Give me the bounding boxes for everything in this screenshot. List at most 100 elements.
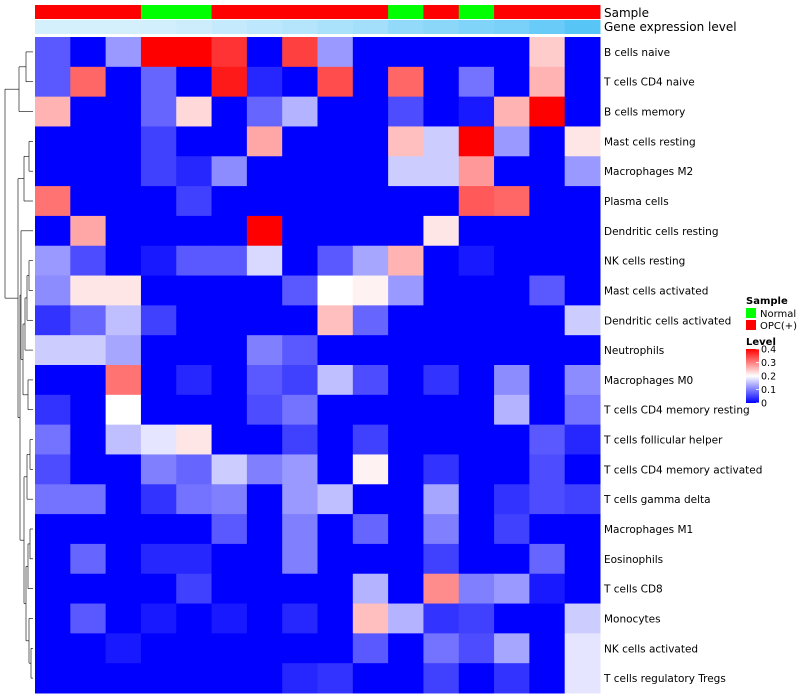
heatmap-cell (388, 633, 424, 664)
heatmap-cell (282, 424, 318, 455)
heatmap-cell (529, 365, 566, 396)
sample-annotation-cell (317, 5, 354, 19)
heatmap-cell (494, 394, 530, 426)
heatmap-cell (140, 96, 177, 127)
heatmap-cell (564, 96, 601, 127)
heatmap-cell (35, 543, 71, 575)
heatmap-cell (458, 215, 495, 247)
heatmap-cell (140, 484, 177, 515)
heatmap-cell (70, 66, 107, 98)
heatmap-cell (282, 603, 318, 634)
row-label: Mast cells resting (604, 136, 696, 148)
heatmap-cell (352, 245, 389, 277)
heatmap-cell (211, 96, 248, 127)
heatmap-cell (105, 186, 142, 217)
heatmap-cell (494, 156, 530, 187)
sample-legend-swatch (746, 320, 756, 330)
heatmap-cell (211, 394, 248, 426)
row-label: T cells CD4 memory resting (603, 405, 750, 417)
heatmap-cell (70, 37, 107, 68)
heatmap-cell (70, 156, 107, 187)
heatmap-cell (529, 394, 566, 426)
heatmap-cell (529, 245, 566, 277)
heatmap-cell (352, 156, 389, 187)
heatmap-cell (317, 66, 354, 98)
row-label: Eosinophils (604, 554, 663, 566)
heatmap-cell (423, 514, 460, 545)
heatmap-cell (282, 514, 318, 545)
heatmap-cell (282, 573, 318, 605)
heatmap-cell (176, 245, 213, 277)
heatmap-cell (317, 603, 354, 634)
heatmap-cell (246, 96, 283, 127)
heatmap-cell (140, 573, 177, 605)
heatmap-cell (317, 484, 354, 515)
heatmap-cell (494, 454, 530, 485)
heatmap-cell (176, 156, 213, 187)
heatmap-cell (246, 543, 283, 575)
heatmap-cell (388, 275, 424, 306)
heatmap-cell (352, 335, 389, 366)
heatmap-cell (529, 514, 566, 545)
heatmap-cell (70, 126, 107, 157)
heatmap-cell (352, 365, 389, 396)
heatmap-cell (388, 186, 424, 217)
row-label: T cells follicular helper (603, 435, 723, 447)
heatmap-cell (105, 573, 142, 605)
heatmap-cell (317, 126, 354, 157)
heatmap-cell (494, 245, 530, 277)
row-label: Mast cells activated (604, 285, 708, 297)
sample-annotation-cell (70, 5, 107, 19)
sample-annotation-cell (529, 5, 566, 19)
heatmap-cell (388, 514, 424, 545)
heatmap-cell (317, 454, 354, 485)
heatmap-cell (211, 305, 248, 336)
heatmap-cell (494, 66, 530, 98)
heatmap-cell (458, 514, 495, 545)
heatmap-cell (388, 454, 424, 485)
heatmap-cell (105, 126, 142, 157)
heatmap-cell (564, 603, 601, 634)
heatmap-cell (140, 663, 177, 694)
heatmap-cell (35, 37, 71, 68)
expression-annotation-cell (35, 20, 71, 34)
heatmap-cell (423, 335, 460, 366)
heatmap-cell (35, 484, 71, 515)
heatmap-cell (564, 633, 601, 664)
heatmap-cell (70, 335, 107, 366)
heatmap-cell (246, 305, 283, 336)
level-tick-label: 0.3 (761, 358, 776, 369)
expression-annotation-cell (317, 20, 354, 34)
heatmap-cell (458, 275, 495, 306)
sample-annotation-cell (388, 5, 424, 19)
heatmap-cell (423, 633, 460, 664)
heatmap-cell (352, 394, 389, 426)
heatmap-cell (282, 126, 318, 157)
heatmap-cell (70, 394, 107, 426)
heatmap-cell (423, 215, 460, 247)
row-label: NK cells resting (604, 256, 685, 268)
heatmap-cell (458, 96, 495, 127)
column-annotations (35, 5, 601, 34)
heatmap-cell (529, 633, 566, 664)
heatmap-cell (423, 424, 460, 455)
heatmap-cell (529, 37, 566, 68)
heatmap-cell (211, 37, 248, 68)
heatmap-cell (35, 514, 71, 545)
heatmap-cell (35, 394, 71, 426)
heatmap-cell (70, 275, 107, 306)
heatmap-cell (70, 424, 107, 455)
expression-annotation-cell (211, 20, 248, 34)
heatmap-cell (423, 275, 460, 306)
heatmap-cell (211, 186, 248, 217)
heatmap-cell (105, 365, 142, 396)
heatmap-cell (176, 215, 213, 247)
heatmap-cell (176, 633, 213, 664)
heatmap-cell (529, 126, 566, 157)
heatmap-cell (211, 514, 248, 545)
heatmap-cell (246, 663, 283, 694)
heatmap-cell (352, 126, 389, 157)
heatmap-cell (211, 156, 248, 187)
heatmap-cell (211, 245, 248, 277)
heatmap-cell (35, 335, 71, 366)
